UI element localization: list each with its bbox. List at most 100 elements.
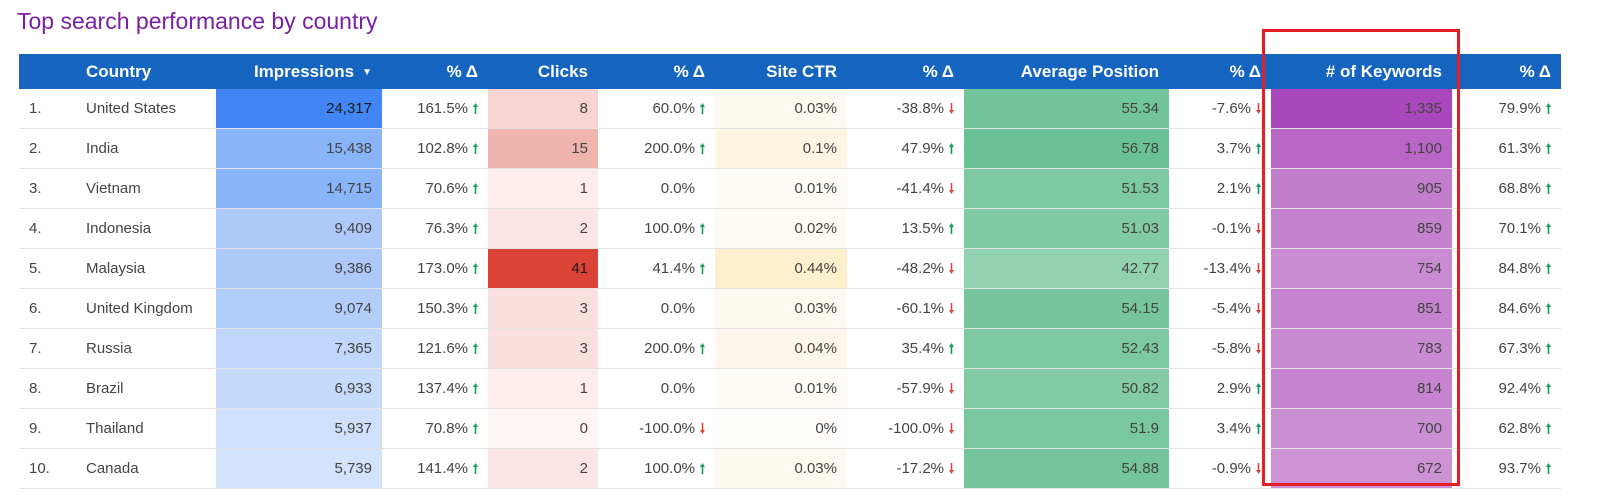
impressions-delta-cell-value: 121.6% (417, 340, 468, 357)
site-ctr-cell: 0.04% (715, 328, 847, 369)
table-row[interactable]: 9. Thailand 5,937 70.8% 0 -100.0% 0% -100.0% 51.… (19, 408, 1561, 449)
position-delta-cell: -0.9% (1169, 448, 1271, 489)
impressions-cell: 15,438 (216, 128, 382, 169)
keywords-cell: 783 (1271, 328, 1452, 369)
column-header-ctr-delta[interactable]: % Δ (847, 54, 964, 89)
column-header-impressions-delta[interactable]: % Δ (382, 54, 488, 89)
arrow-up-icon (473, 303, 478, 314)
clicks-cell: 3 (488, 328, 598, 369)
column-header-clicks[interactable]: Clicks (488, 54, 598, 89)
table-row[interactable]: 6. United Kingdom 9,074 150.3% 3 0.0% 0.03% -60… (19, 288, 1561, 329)
position-delta-cell-value: -5.8% (1211, 340, 1251, 357)
ctr-delta-cell-value: -17.2% (896, 460, 944, 477)
keywords-cell-value: 859 (1416, 220, 1442, 237)
table-row[interactable]: 7. Russia 7,365 121.6% 3 200.0% 0.04% 35.4% 52.4… (19, 328, 1561, 369)
keywords-delta-cell-value: 68.8% (1498, 180, 1541, 197)
average-position-cell-value: 42.77 (1121, 260, 1159, 277)
site-ctr-cell: 0.01% (715, 368, 847, 409)
keywords-delta-cell-value: 93.7% (1498, 460, 1541, 477)
arrow-up-icon (1546, 303, 1551, 314)
average-position-cell-value: 52.43 (1121, 340, 1159, 357)
table-row[interactable]: 2. India 15,438 102.8% 15 200.0% 0.1% 47.9% 56.7… (19, 128, 1561, 169)
average-position-cell-value: 55.34 (1121, 100, 1159, 117)
row-index-value: 7. (29, 340, 42, 357)
column-header-keywords-delta[interactable]: % Δ (1452, 54, 1561, 89)
clicks-delta-cell: 100.0% (598, 208, 715, 249)
keywords-cell-value: 672 (1416, 460, 1442, 477)
clicks-cell-value: 2 (579, 460, 588, 477)
column-header-country[interactable]: Country (76, 54, 216, 89)
clicks-delta-cell-value: 0.0% (660, 380, 695, 397)
column-header-label: Country (86, 61, 152, 81)
impressions-cell-value: 24,317 (326, 100, 372, 117)
average-position-cell: 55.34 (964, 89, 1169, 129)
keywords-delta-cell-value: 84.8% (1498, 260, 1541, 277)
column-header-impressions[interactable]: Impressions ▼ (216, 54, 382, 89)
keywords-delta-cell: 70.1% (1452, 208, 1561, 249)
site-ctr-cell: 0.03% (715, 448, 847, 489)
impressions-cell-value: 9,409 (334, 220, 372, 237)
arrow-up-icon (700, 463, 705, 474)
impressions-delta-cell: 70.8% (382, 408, 488, 449)
table-row[interactable]: 10. Canada 5,739 141.4% 2 100.0% 0.03% -17.2% 54… (19, 448, 1561, 489)
arrow-down-icon (1256, 463, 1261, 474)
arrow-up-icon (473, 103, 478, 114)
impressions-cell: 5,739 (216, 448, 382, 489)
table-row[interactable]: 5. Malaysia 9,386 173.0% 41 41.4% 0.44% -48.2% 4… (19, 248, 1561, 289)
arrow-up-icon (473, 343, 478, 354)
table-row[interactable]: 4. Indonesia 9,409 76.3% 2 100.0% 0.02% 13.5% 51… (19, 208, 1561, 249)
arrow-up-icon (1546, 463, 1551, 474)
impressions-cell: 9,386 (216, 248, 382, 289)
table-row[interactable]: 3. Vietnam 14,715 70.6% 1 0.0% 0.01% -41.4% 51.5… (19, 168, 1561, 209)
position-delta-cell-value: -0.1% (1211, 220, 1251, 237)
column-header-average-position[interactable]: Average Position (964, 54, 1169, 89)
clicks-cell-value: 41 (571, 260, 588, 277)
country-cell-value: Malaysia (86, 260, 146, 277)
column-header-index (19, 54, 76, 89)
average-position-cell-value: 51.53 (1121, 180, 1159, 197)
ctr-delta-cell: 47.9% (847, 128, 964, 169)
average-position-cell-value: 54.15 (1121, 300, 1159, 317)
clicks-cell-value: 2 (579, 220, 588, 237)
impressions-cell-value: 9,386 (334, 260, 372, 277)
sort-descending-icon[interactable]: ▼ (362, 66, 372, 78)
impressions-delta-cell: 161.5% (382, 89, 488, 129)
clicks-cell-value: 1 (579, 380, 588, 397)
average-position-cell: 54.88 (964, 448, 1169, 489)
site-ctr-cell-value: 0.04% (794, 340, 837, 357)
keywords-delta-cell: 84.8% (1452, 248, 1561, 289)
average-position-cell-value: 54.88 (1121, 460, 1159, 477)
country-cell-value: Brazil (86, 380, 124, 397)
site-ctr-cell-value: 0% (815, 420, 837, 437)
column-header-keywords[interactable]: # of Keywords (1271, 54, 1452, 89)
ctr-delta-cell: -48.2% (847, 248, 964, 289)
keywords-cell: 672 (1271, 448, 1452, 489)
arrow-down-icon (949, 383, 954, 394)
impressions-delta-cell-value: 161.5% (417, 100, 468, 117)
average-position-cell: 56.78 (964, 128, 1169, 169)
column-header-label: % Δ (1519, 61, 1551, 81)
country-cell-value: Indonesia (86, 220, 152, 237)
site-ctr-cell-value: 0.01% (794, 380, 837, 397)
impressions-delta-cell: 173.0% (382, 248, 488, 289)
clicks-delta-cell: 100.0% (598, 448, 715, 489)
row-index: 8. (19, 368, 76, 409)
column-header-clicks-delta[interactable]: % Δ (598, 54, 715, 89)
column-header-site-ctr[interactable]: Site CTR (715, 54, 847, 89)
arrow-up-icon (1256, 143, 1261, 154)
page-title: Top search performance by country (17, 8, 378, 34)
impressions-delta-cell: 102.8% (382, 128, 488, 169)
column-header-position-delta[interactable]: % Δ (1169, 54, 1271, 89)
country-cell-value: United Kingdom (86, 300, 193, 317)
country-cell-value: Thailand (86, 420, 144, 437)
position-delta-cell: -5.8% (1169, 328, 1271, 369)
position-delta-cell-value: 3.7% (1216, 140, 1251, 157)
arrow-up-icon (473, 423, 478, 434)
impressions-cell: 5,937 (216, 408, 382, 449)
impressions-delta-cell: 150.3% (382, 288, 488, 329)
table-row[interactable]: 1. United States 24,317 161.5% 8 60.0% 0.03% -3… (19, 89, 1561, 129)
clicks-cell: 15 (488, 128, 598, 169)
keywords-delta-cell-value: 84.6% (1498, 300, 1541, 317)
arrow-up-icon (700, 263, 705, 274)
table-row[interactable]: 8. Brazil 6,933 137.4% 1 0.0% 0.01% -57.9% 50.82… (19, 368, 1561, 409)
